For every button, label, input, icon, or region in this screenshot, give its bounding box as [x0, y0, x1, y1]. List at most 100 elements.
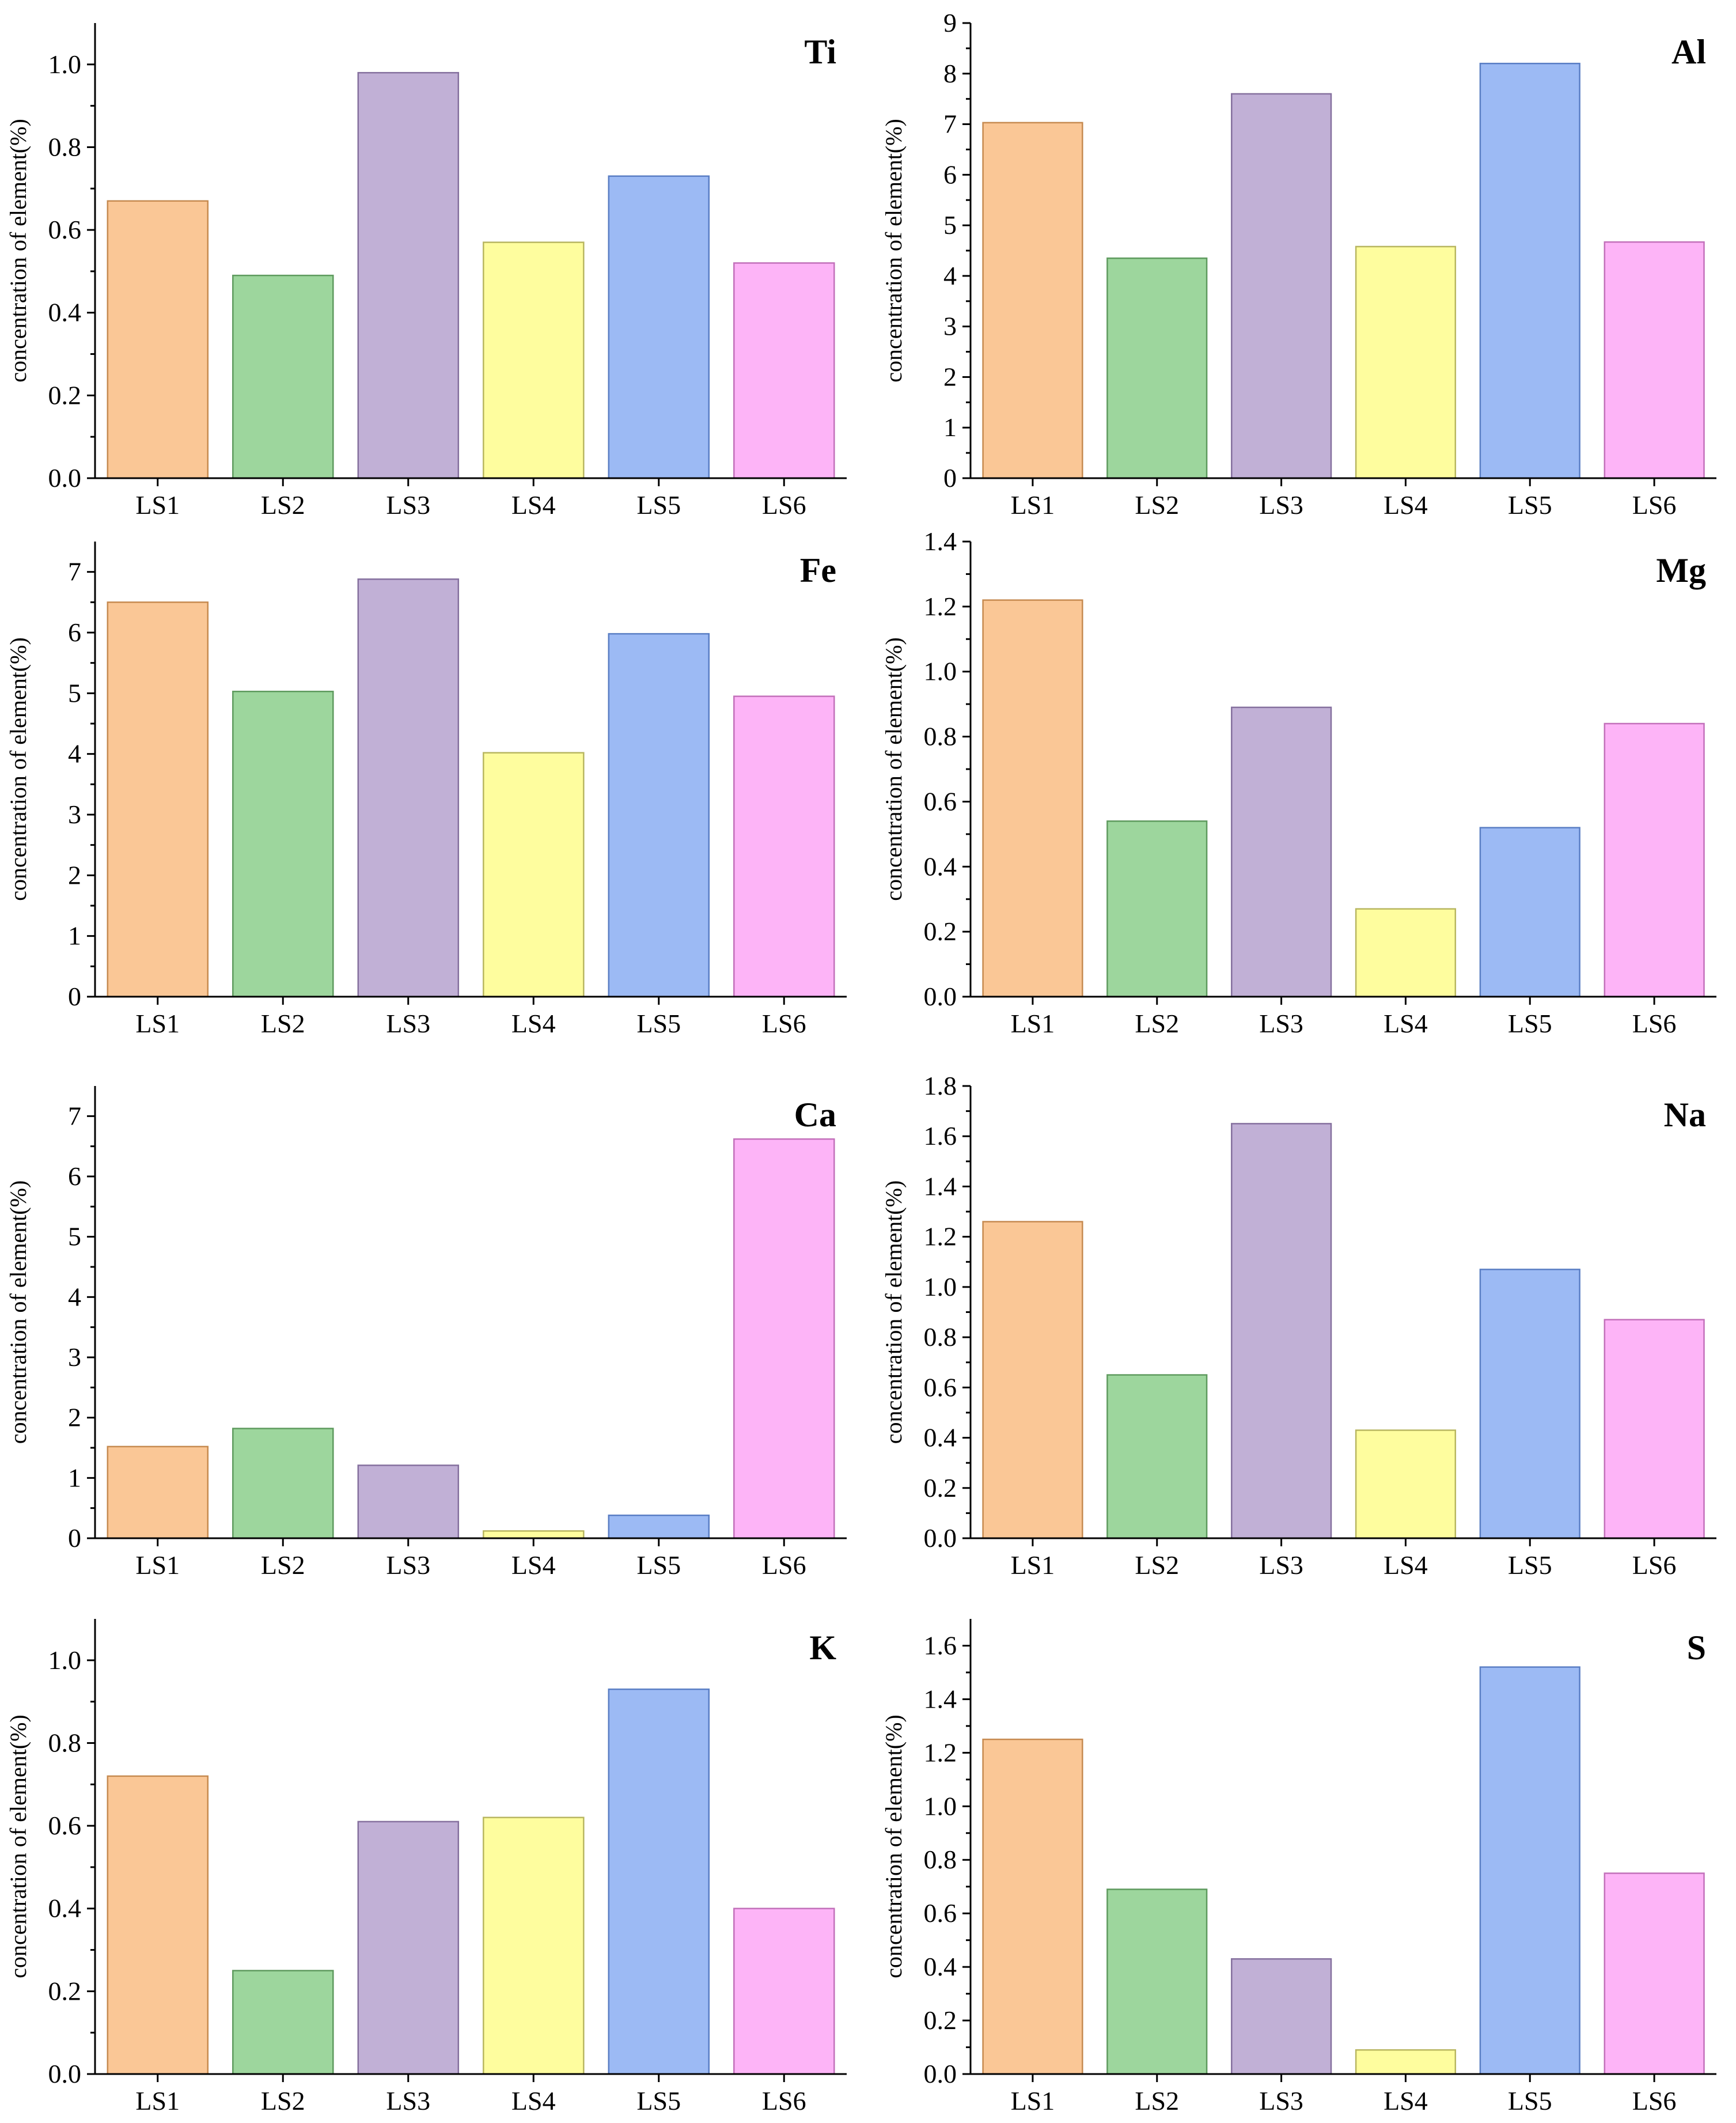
bar-fe-ls6: [733, 695, 835, 998]
x-tick-label-ls6: LS6: [762, 2086, 806, 2116]
y-tick-label: 0.8: [924, 1322, 957, 1352]
chart-title-na: Na: [1664, 1096, 1706, 1134]
bar-s-ls6: [1604, 1872, 1705, 2075]
chart-title-s: S: [1687, 1629, 1706, 1667]
bar-ti-ls4: [483, 241, 585, 479]
y-tick-label: 3: [68, 1342, 81, 1372]
y-tick-label: 1.0: [48, 1645, 82, 1675]
x-tick-label-ls4: LS4: [511, 490, 556, 520]
x-tick-label-ls6: LS6: [1632, 1550, 1677, 1580]
x-tick-label-ls1: LS1: [135, 1550, 180, 1580]
bar-s-ls2: [1106, 1889, 1208, 2075]
bar-fe-ls4: [483, 752, 585, 998]
bar-ti-ls1: [107, 200, 209, 479]
y-tick-label: 0.2: [48, 1976, 82, 2005]
x-tick-label-ls2: LS2: [1135, 490, 1179, 520]
x-tick-label-ls6: LS6: [762, 490, 806, 520]
x-tick-label-ls4: LS4: [1384, 2086, 1428, 2116]
y-tick-label: 6: [68, 1161, 81, 1191]
y-tick-label: 0.0: [924, 1523, 957, 1553]
x-tick-label-ls4: LS4: [1384, 1009, 1428, 1038]
bar-k-ls6: [733, 1908, 835, 2075]
bar-fe-ls2: [232, 690, 334, 998]
y-tick-label: 7: [68, 1101, 81, 1130]
chart-panel-al: 0 1 2 3 4 5 6 7 8 9 LS1 LS2 LS3 LS4 LS5 LS6 concentratio…: [881, 8, 1716, 520]
x-tick-label-ls2: LS2: [1135, 1009, 1179, 1038]
x-tick-label-ls3: LS3: [386, 1550, 430, 1580]
bar-s-ls1: [982, 1738, 1083, 2075]
bar-ti-ls2: [232, 274, 334, 479]
x-tick-label-ls4: LS4: [1384, 490, 1428, 520]
y-tick-label: 0.0: [48, 2059, 82, 2088]
bar-na-ls4: [1355, 1429, 1457, 1539]
bar-na-ls6: [1604, 1319, 1705, 1539]
y-tick-label: 3: [943, 312, 957, 341]
y-tick-label: 1.6: [924, 1121, 957, 1151]
bar-mg-ls3: [1231, 706, 1332, 998]
y-tick-label: 5: [68, 678, 81, 707]
chart-title-al: Al: [1671, 33, 1706, 71]
bar-al-ls5: [1479, 62, 1580, 479]
bar-k-ls1: [107, 1775, 209, 2075]
y-axis-label: concentration of element(%): [5, 1715, 31, 1978]
bar-na-ls2: [1106, 1374, 1208, 1539]
x-tick-label-ls2: LS2: [261, 1009, 305, 1038]
y-axis-label: concentration of element(%): [881, 1715, 907, 1978]
x-tick-label-ls1: LS1: [1011, 2086, 1055, 2116]
y-tick-label: 2: [943, 362, 957, 391]
y-axis-label: concentration of element(%): [881, 637, 907, 901]
chart-title-ti: Ti: [804, 33, 836, 71]
x-tick-label-ls3: LS3: [386, 1009, 430, 1038]
x-tick-label-ls2: LS2: [1135, 1550, 1179, 1580]
x-tick-label-ls4: LS4: [1384, 1550, 1428, 1580]
bar-mg-ls4: [1355, 908, 1457, 998]
y-tick-label: 1.2: [924, 1222, 957, 1251]
bar-ca-ls5: [608, 1514, 710, 1539]
x-tick-label-ls1: LS1: [135, 490, 180, 520]
x-tick-label-ls3: LS3: [1259, 2086, 1303, 2116]
bar-mg-ls5: [1479, 827, 1580, 998]
x-tick-label-ls3: LS3: [386, 2086, 430, 2116]
chart-panel-na: 0.0 0.2 0.4 0.6 0.8 1.0 1.2 1.4 1.6 1.8 LS1 LS2 LS3 L…: [881, 1071, 1716, 1580]
bar-fe-ls1: [107, 601, 209, 998]
x-tick-label-ls4: LS4: [511, 2086, 556, 2116]
chart-title-fe: Fe: [800, 551, 836, 589]
x-tick-label-ls5: LS5: [636, 1009, 681, 1038]
chart-title-mg: Mg: [1656, 551, 1706, 589]
y-tick-label: 1.4: [924, 1684, 957, 1713]
y-tick-label: 7: [943, 109, 957, 139]
x-tick-label-ls1: LS1: [1011, 490, 1055, 520]
y-tick-label: 6: [943, 160, 957, 189]
y-axis-label: concentration of element(%): [5, 637, 31, 901]
bar-s-ls4: [1355, 2049, 1457, 2075]
y-tick-label: 0.4: [924, 1423, 957, 1452]
x-tick-label-ls5: LS5: [636, 490, 681, 520]
y-tick-label: 1: [68, 921, 81, 951]
y-tick-label: 1: [943, 413, 957, 442]
y-tick-label: 0: [68, 1523, 81, 1553]
y-tick-label: 0.8: [48, 132, 82, 161]
bar-fe-ls5: [608, 633, 710, 998]
y-tick-label: 1.6: [924, 1630, 957, 1660]
y-tick-label: 2: [68, 1403, 81, 1432]
y-tick-label: 0.0: [924, 2059, 957, 2088]
y-axis-label: concentration of element(%): [881, 1180, 907, 1444]
y-tick-label: 0.8: [48, 1728, 82, 1757]
y-tick-label: 5: [943, 210, 957, 240]
chart-panel-k: 0.0 0.2 0.4 0.6 0.8 1.0 LS1 LS2 LS3 LS4 LS5 LS6 conc…: [5, 1619, 847, 2116]
y-axis-label: concentration of element(%): [881, 119, 907, 383]
y-tick-label: 0.6: [924, 1898, 957, 1928]
y-tick-label: 9: [943, 8, 957, 37]
y-tick-label: 1.8: [924, 1071, 957, 1100]
bar-ca-ls1: [107, 1445, 209, 1539]
y-tick-label: 0.4: [48, 1894, 82, 1923]
bar-al-ls3: [1231, 93, 1332, 479]
y-tick-label: 0.6: [48, 1811, 82, 1840]
x-tick-label-ls2: LS2: [261, 490, 305, 520]
y-axis-label: concentration of element(%): [5, 119, 31, 383]
chart-panel-s: 0.0 0.2 0.4 0.6 0.8 1.0 1.2 1.4 1.6 LS1 LS2 LS3 LS4 L…: [881, 1619, 1716, 2116]
x-tick-label-ls5: LS5: [636, 2086, 681, 2116]
x-tick-label-ls2: LS2: [1135, 2086, 1179, 2116]
x-tick-label-ls3: LS3: [1259, 1550, 1303, 1580]
